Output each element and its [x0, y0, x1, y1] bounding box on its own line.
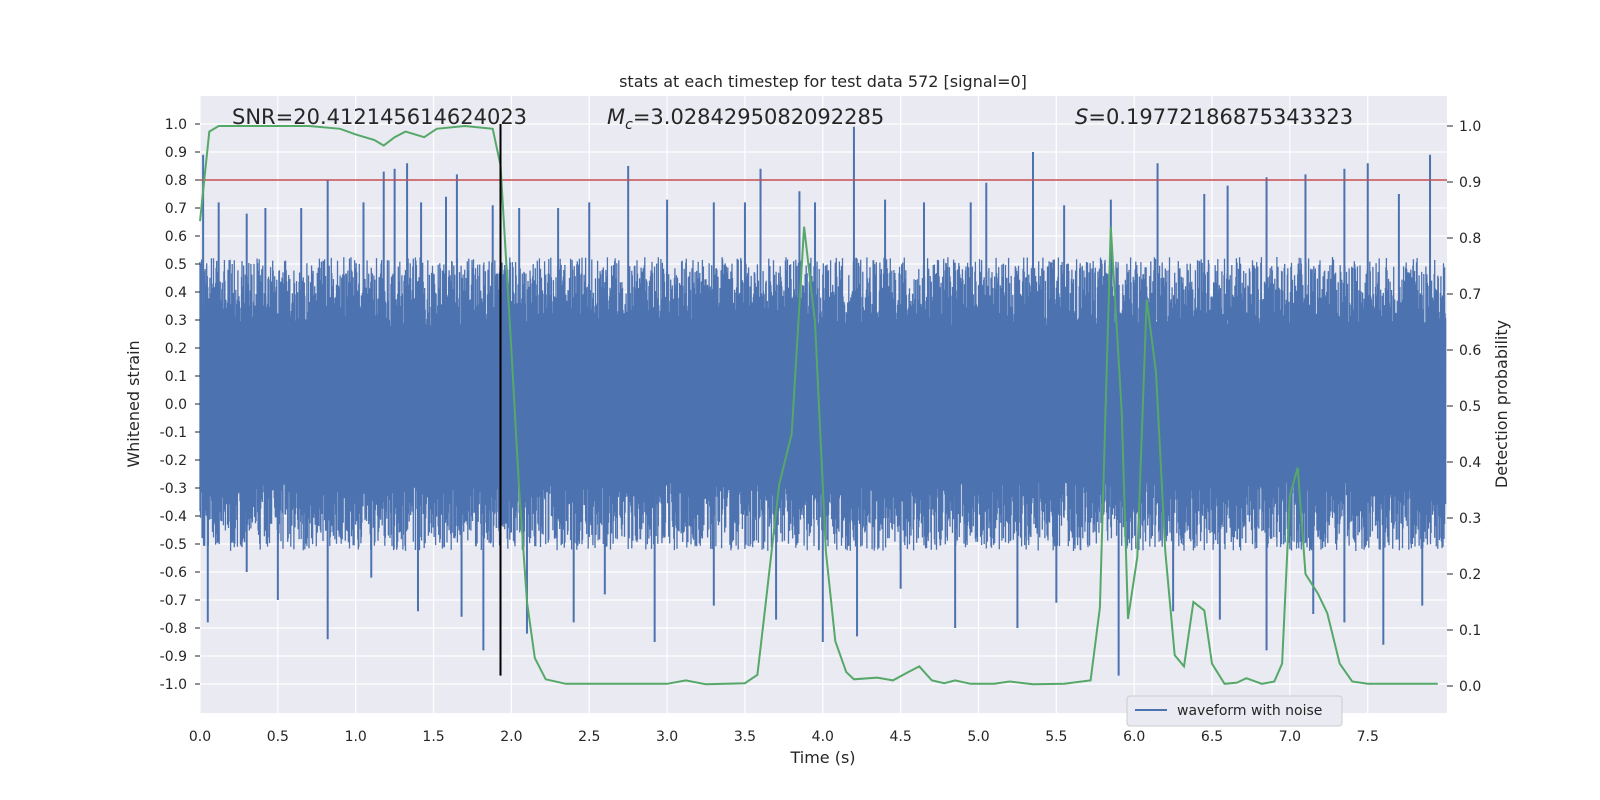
legend: waveform with noise [1126, 695, 1343, 727]
x-tick-label: 7.5 [1357, 729, 1379, 745]
y-right-tick-label: 0.8 [1459, 231, 1481, 247]
y-left-tick-label: 0.7 [165, 201, 187, 217]
chirp-mass-value: =3.0284295082092285 [633, 105, 884, 129]
chart-title: stats at each timestep for test data 572… [619, 72, 1027, 91]
y-left-tick-label: 0.9 [165, 145, 187, 161]
y-right-tick-label: 0.6 [1459, 343, 1481, 359]
y-left-tick-label: 0.1 [165, 369, 187, 385]
x-axis-label: Time (s) [789, 748, 855, 767]
y-left-tick-label: -1.0 [160, 677, 187, 693]
x-tick-label: 2.0 [500, 729, 522, 745]
y-left-tick-labels: 1.0 0.9 0.8 0.7 0.6 0.5 0.4 0.3 0.2 0.1 0.0 -0.1 -0.… [160, 117, 200, 693]
s-value: =0.19772186875343323 [1088, 105, 1353, 129]
x-tick-label: 6.5 [1201, 729, 1223, 745]
x-tick-label: 4.0 [812, 729, 834, 745]
x-tick-label: 7.0 [1279, 729, 1301, 745]
y-right-tick-label: 0.0 [1459, 679, 1481, 695]
y-right-axis-label: Detection probability [1492, 320, 1511, 488]
x-tick-label: 5.5 [1045, 729, 1067, 745]
snr-annotation: SNR=20.412145614624023 [232, 105, 527, 129]
y-left-tick-label: 0.3 [165, 313, 187, 329]
y-right-tick-label: 0.4 [1459, 455, 1481, 471]
s-annotation: S=0.19772186875343323 [1075, 105, 1353, 129]
x-tick-label: 4.5 [890, 729, 912, 745]
x-tick-label: 0.0 [189, 729, 211, 745]
y-left-axis-label: Whitened strain [124, 340, 143, 467]
y-left-tick-label: 0.0 [165, 397, 187, 413]
y-left-tick-label: 0.4 [165, 285, 187, 301]
y-left-tick-label: -0.7 [160, 593, 187, 609]
chirp-mass-symbol: M [607, 105, 625, 129]
x-tick-label: 0.5 [267, 729, 289, 745]
x-tick-labels: 0.0 0.5 1.0 1.5 2.0 2.5 3.0 3.5 4.0 4.5 5.0 5.5 6.0 6… [189, 729, 1379, 745]
y-left-tick-label: -0.4 [160, 509, 187, 525]
y-left-tick-label: -0.6 [160, 565, 187, 581]
x-tick-label: 2.5 [578, 729, 600, 745]
y-left-tick-label: -0.5 [160, 537, 187, 553]
chirp-mass-annotation: Mc=3.0284295082092285 [607, 105, 884, 133]
legend-label: waveform with noise [1177, 703, 1322, 719]
y-right-tick-label: 0.9 [1459, 175, 1481, 191]
x-tick-label: 3.0 [656, 729, 678, 745]
y-left-tick-label: 0.5 [165, 257, 187, 273]
y-left-tick-label: -0.2 [160, 453, 187, 469]
y-left-tick-label: -0.9 [160, 649, 187, 665]
s-symbol: S [1075, 105, 1088, 129]
x-tick-label: 5.0 [967, 729, 989, 745]
y-right-tick-label: 0.3 [1459, 511, 1481, 527]
y-left-tick-label: 0.8 [165, 173, 187, 189]
legend-box [1126, 695, 1343, 727]
waveform-body [199, 257, 1447, 551]
y-right-tick-label: 1.0 [1459, 119, 1481, 135]
x-tick-label: 1.5 [422, 729, 444, 745]
x-tick-label: 6.0 [1123, 729, 1145, 745]
detection-probability-line [199, 124, 1438, 686]
y-right-tick-label: 0.2 [1459, 567, 1481, 583]
y-right-tick-label: 0.7 [1459, 287, 1481, 303]
y-left-tick-label: 0.6 [165, 229, 187, 245]
y-right-tick-label: 0.5 [1459, 399, 1481, 415]
x-tick-label: 3.5 [734, 729, 756, 745]
y-left-tick-label: -0.1 [160, 425, 187, 441]
y-left-tick-label: 1.0 [165, 117, 187, 133]
x-tick-label: 1.0 [345, 729, 367, 745]
y-left-tick-label: 0.2 [165, 341, 187, 357]
y-right-tick-label: 0.1 [1459, 623, 1481, 639]
detection-probability-series [199, 124, 1438, 686]
y-right-tick-labels: 1.0 0.9 0.8 0.7 0.6 0.5 0.4 0.3 0.2 0.1 0.0 [1447, 119, 1481, 695]
y-left-tick-label: -0.3 [160, 481, 187, 497]
y-left-tick-label: -0.8 [160, 621, 187, 637]
chirp-mass-subscript: c [625, 117, 633, 133]
